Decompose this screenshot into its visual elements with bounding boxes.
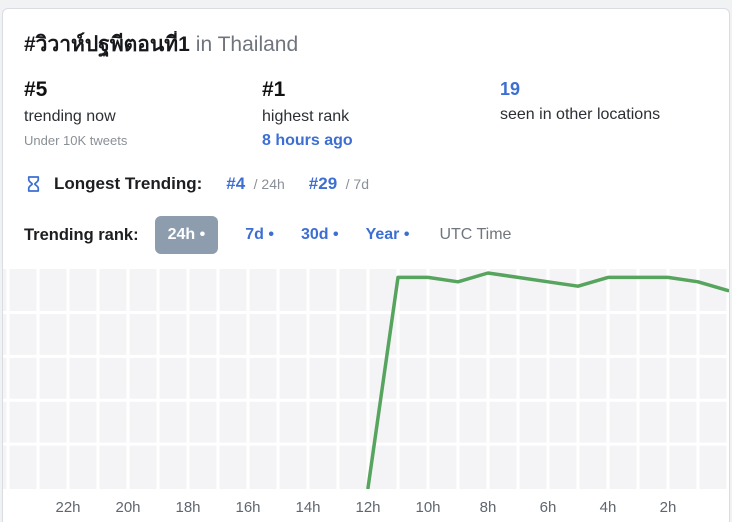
x-axis-tick: 12h — [355, 499, 381, 516]
longest-24h-rank-link[interactable]: #4 — [226, 174, 246, 193]
location-suffix: in Thailand — [195, 33, 299, 56]
longest-7d-period: / 7d — [345, 176, 369, 192]
trending-rank-label: Trending rank: — [24, 225, 139, 244]
stat-current-rank: #5 trending now Under 10K tweets — [24, 77, 262, 150]
x-axis-tick: 10h — [415, 499, 441, 516]
longest-24h-period: / 24h — [253, 176, 285, 192]
range-button-year[interactable]: Year • — [365, 226, 410, 243]
other-locations-count-link[interactable]: 19 — [500, 79, 521, 99]
stats-row: #5 trending now Under 10K tweets #1 high… — [24, 77, 719, 150]
timezone-label: UTC Time — [439, 226, 512, 243]
trending-rank-toolbar: Trending rank: 24h • 7d • 30d • Year • U… — [24, 215, 708, 255]
x-axis-tick: 14h — [295, 499, 321, 516]
longest-trending-row: Longest Trending: #4 / 24h #29 / 7d — [24, 169, 708, 199]
stat-other-locations: 19 seen in other locations — [500, 77, 719, 150]
range-button-30d[interactable]: 30d • — [300, 226, 339, 243]
x-axis-tick: 16h — [235, 499, 261, 516]
longest-trending-label: Longest Trending: — [54, 174, 203, 193]
trend-chart-svg — [3, 269, 729, 489]
trend-card: #วิวาห์ปฐพีตอนที่1 in Thailand #5 trendin… — [2, 8, 730, 522]
x-axis-tick: 4h — [599, 499, 617, 516]
x-axis-tick: 20h — [115, 499, 141, 516]
tweet-volume: Under 10K tweets — [24, 133, 128, 148]
highest-rank-value: #1 — [262, 78, 286, 101]
current-rank-label: trending now — [24, 108, 116, 125]
stat-highest-rank: #1 highest rank 8 hours ago — [262, 77, 500, 150]
x-axis-tick: 8h — [479, 499, 497, 516]
longest-7d-rank-link[interactable]: #29 — [308, 174, 338, 193]
page-title: #วิวาห์ปฐพีตอนที่1 in Thailand — [24, 31, 708, 59]
longest-trending-24h: #4 / 24h — [226, 174, 285, 194]
hourglass-icon — [27, 176, 40, 192]
x-axis-tick: 22h — [55, 499, 81, 516]
rank-chart — [3, 269, 729, 489]
current-rank-value: #5 — [24, 78, 48, 101]
hashtag-title: #วิวาห์ปฐพีตอนที่1 — [24, 33, 190, 56]
longest-trending-7d: #29 / 7d — [309, 174, 369, 194]
x-axis-tick: 2h — [659, 499, 677, 516]
x-axis-tick: 6h — [539, 499, 557, 516]
other-locations-label: seen in other locations — [500, 106, 661, 123]
highest-rank-label: highest rank — [262, 108, 350, 125]
x-axis-tick: 18h — [175, 499, 201, 516]
range-button-7d[interactable]: 7d • — [245, 226, 274, 243]
highest-rank-time-link[interactable]: 8 hours ago — [262, 132, 353, 149]
x-axis-ticks: 22h 20h 18h 16h 14h 12h 10h 8h 6h 4h 2h — [3, 495, 729, 521]
range-button-24h[interactable]: 24h • — [154, 216, 219, 254]
